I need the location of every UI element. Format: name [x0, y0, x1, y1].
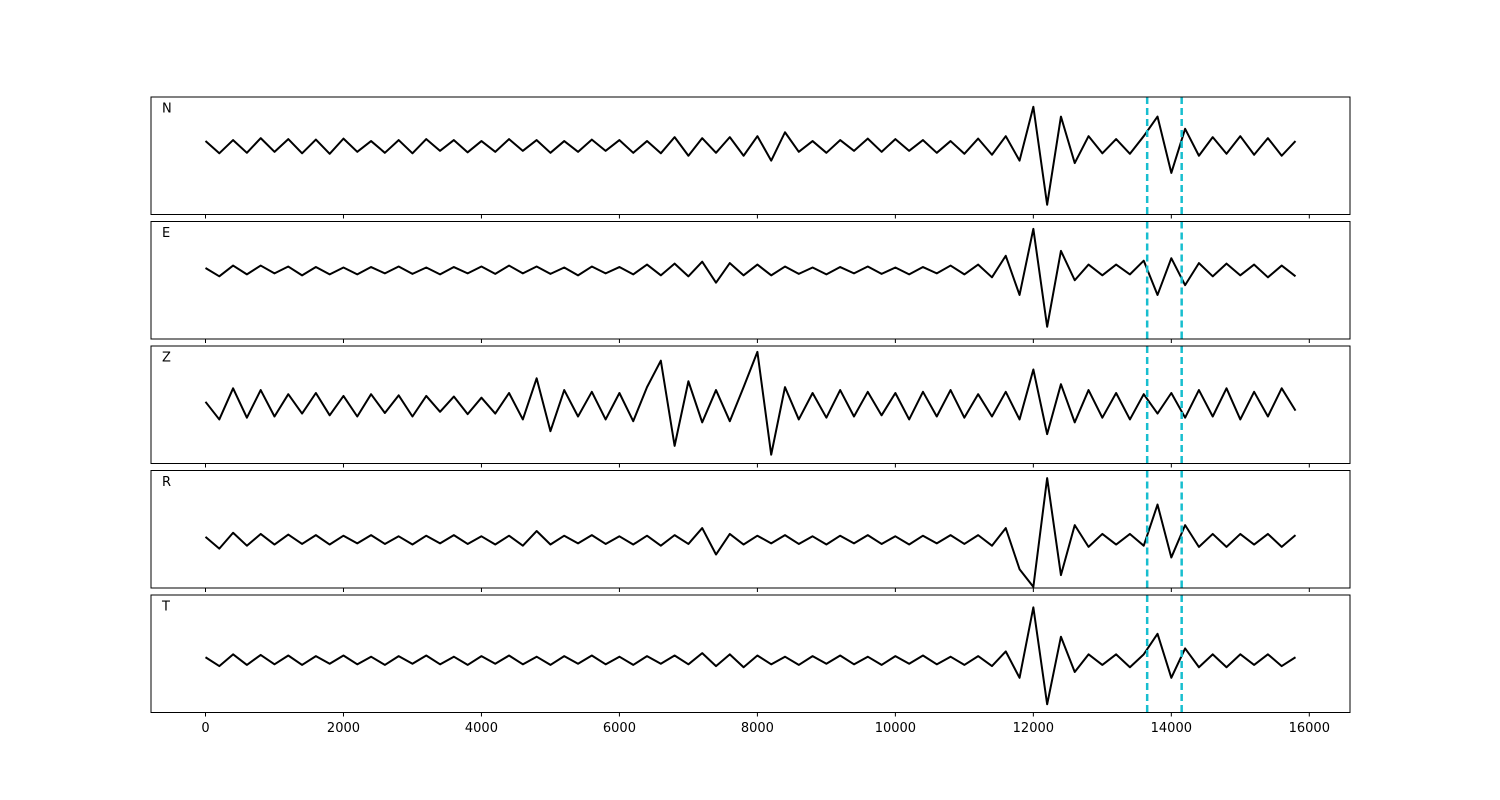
panel-label: E: [162, 226, 170, 241]
trace: [204, 227, 1297, 328]
x-tick-label: 12000: [1013, 721, 1054, 736]
panel-frame: [150, 470, 1351, 589]
panel-frame: [150, 96, 1351, 215]
panel-label: T: [161, 600, 170, 615]
trace: [204, 105, 1297, 206]
trace: [204, 606, 1297, 706]
panel-frame: [150, 594, 1351, 713]
x-tick-label: 8000: [741, 721, 774, 736]
panel-label: Z: [162, 351, 171, 366]
x-tick-label: 14000: [1151, 721, 1192, 736]
x-tick-label: 4000: [465, 721, 498, 736]
trace: [204, 350, 1297, 456]
x-tick-label: 2000: [327, 721, 360, 736]
trace: [204, 477, 1297, 588]
x-tick-label: 0: [201, 721, 209, 736]
panel-frame: [150, 345, 1351, 464]
x-tick-label: 10000: [875, 721, 916, 736]
x-tick-label: 16000: [1289, 721, 1330, 736]
panel-label: N: [162, 102, 172, 117]
panel-frame: [150, 221, 1351, 340]
panel-label: R: [162, 475, 171, 490]
x-tick-label: 6000: [603, 721, 636, 736]
